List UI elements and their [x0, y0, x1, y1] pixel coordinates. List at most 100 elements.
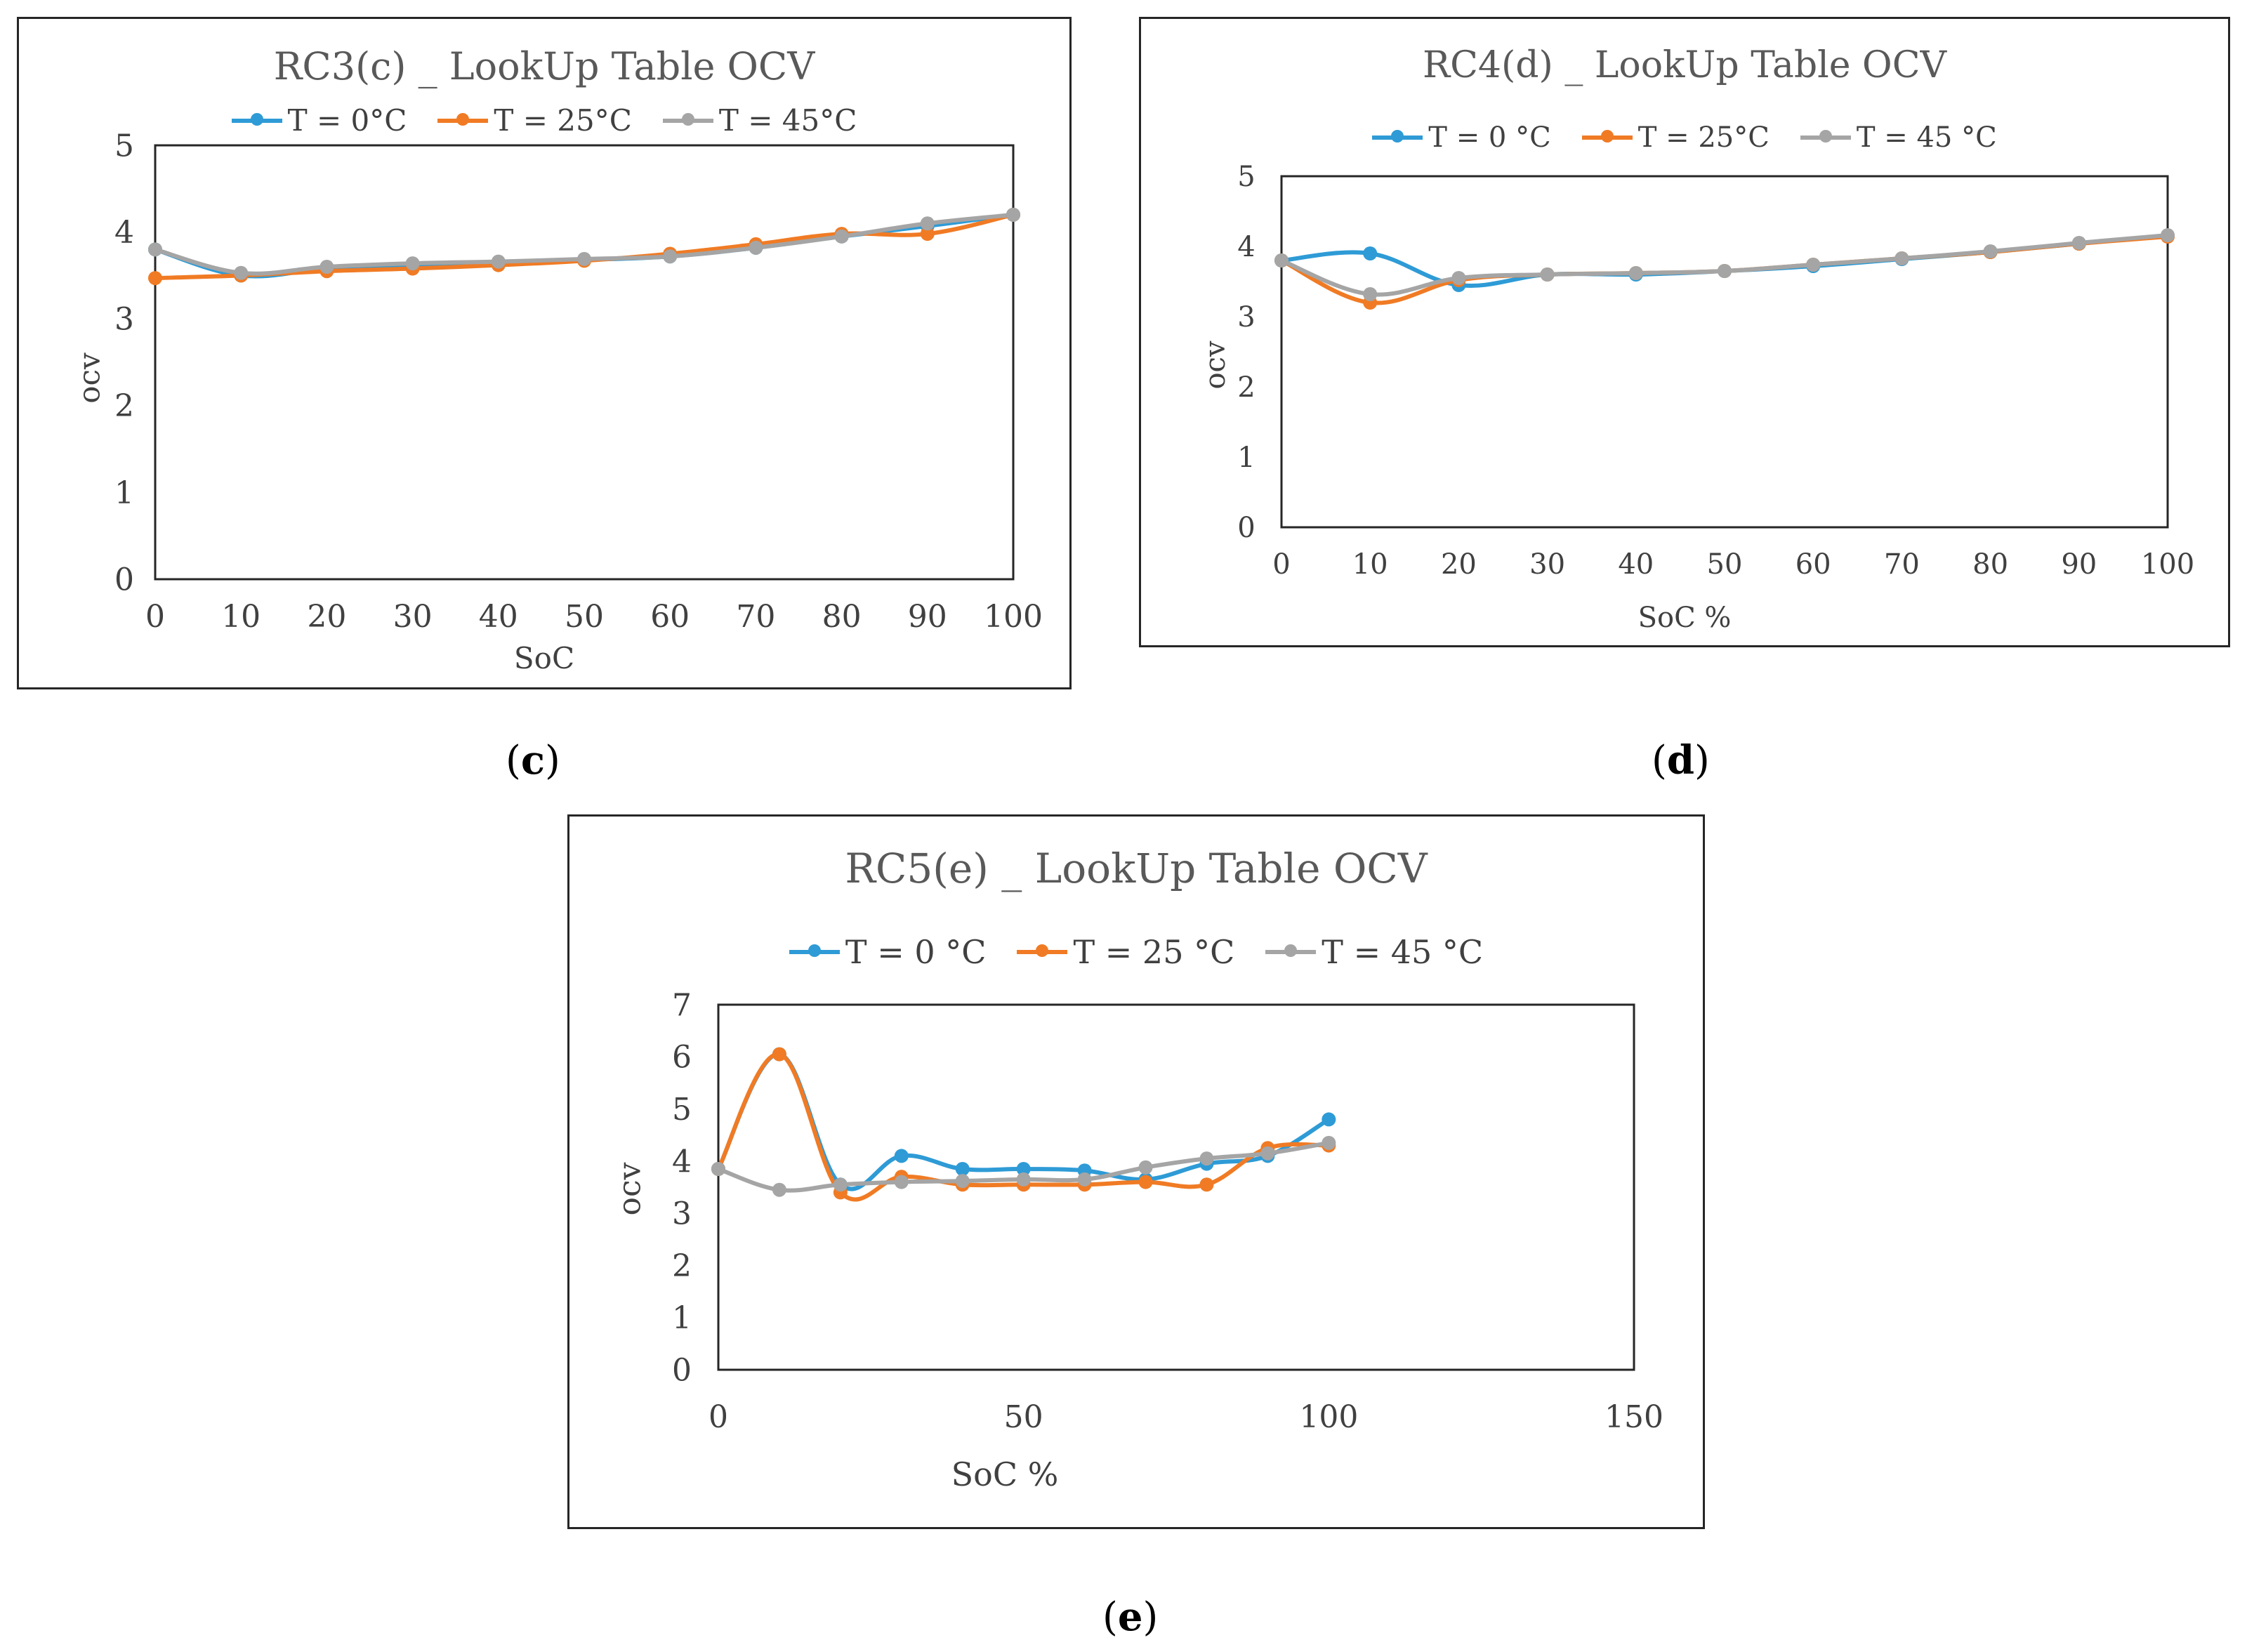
- series-line-e-1: [716, 1052, 1329, 1202]
- x-tick-label-d-0: 0: [1272, 548, 1290, 581]
- x-tick-label-c-1: 10: [221, 599, 261, 635]
- legend-item-c-2: T = 45°C: [662, 103, 857, 138]
- caption-d: (d): [1652, 737, 1710, 784]
- data-point-c-1-0: [148, 271, 162, 286]
- data-point-d-2-10: [2161, 228, 2175, 242]
- data-point-e-0-5: [1016, 1162, 1031, 1176]
- x-tick-label-c-5: 50: [565, 599, 604, 635]
- x-tick-label-c-3: 30: [393, 599, 433, 635]
- chart-panel-c: RC3(c) _ LookUp Table OCV T = 0°C T = 25…: [17, 17, 1072, 689]
- chart-panel-e: RC5(e) _ LookUp Table OCV T = 0 °C T = 2…: [567, 814, 1705, 1529]
- data-point-c-2-2: [319, 260, 334, 275]
- plot-frame-e: [717, 1003, 1635, 1371]
- y-axis-title-c: ocv: [72, 352, 107, 404]
- plot-frame-d: [1280, 175, 2169, 529]
- plot-area-e: 0 1 2 3 4 5 6 7 0 50 100 150: [672, 987, 1663, 1435]
- x-tick-label-c-7: 70: [736, 599, 775, 635]
- y-tick-label-d-1: 1: [1237, 442, 1255, 474]
- x-tick-label-c-0: 0: [145, 599, 165, 635]
- legend-swatch-c-0: [231, 112, 282, 126]
- y-tick-label-c-0: 0: [114, 562, 134, 597]
- data-point-d-2-1: [1363, 287, 1378, 301]
- x-tick-label-d-6: 60: [1795, 548, 1831, 581]
- x-tick-label-d-1: 10: [1352, 548, 1388, 581]
- data-point-c-2-7: [749, 240, 763, 255]
- legend-item-e-2: T = 45 °C: [1265, 933, 1483, 971]
- legend-swatch-d-1: [1581, 130, 1633, 143]
- x-tick-label-c-4: 40: [479, 599, 518, 635]
- legend-swatch-c-2: [662, 112, 713, 126]
- legend-item-c-0: T = 0°C: [231, 103, 407, 138]
- legend-item-d-1: T = 25°C: [1581, 121, 1770, 154]
- caption-e: (e): [1102, 1594, 1159, 1640]
- data-point-c-2-4: [491, 254, 506, 269]
- x-tick-label-d-10: 100: [2141, 548, 2194, 581]
- chart-panel-d: RC4(d) _ LookUp Table OCV T = 0 °C T = 2…: [1139, 17, 2230, 647]
- x-tick-label-d-7: 70: [1884, 548, 1920, 581]
- legend-label-c-2: T = 45°C: [718, 103, 857, 138]
- data-point-d-2-8: [1983, 244, 1998, 258]
- y-tick-label-e-5: 5: [672, 1092, 692, 1128]
- x-tick-label-d-3: 30: [1529, 548, 1565, 581]
- data-point-e-2-4: [955, 1174, 970, 1189]
- data-point-e-2-2: [833, 1177, 848, 1192]
- data-point-e-1-7: [1138, 1175, 1153, 1189]
- legend-c: T = 0°C T = 25°C T = 45°C: [19, 103, 1069, 138]
- data-point-e-2-6: [1077, 1172, 1092, 1187]
- plot-frame-c: [154, 144, 1015, 581]
- caption-letter-d: d: [1666, 737, 1695, 784]
- data-point-d-0-1: [1363, 246, 1378, 260]
- y-tick-label-c-2: 2: [114, 388, 134, 424]
- data-point-d-2-7: [1895, 251, 1909, 265]
- legend-item-c-1: T = 25°C: [437, 103, 632, 138]
- chart-title-e: RC5(e) _ LookUp Table OCV: [845, 845, 1428, 892]
- x-tick-label-c-2: 20: [307, 599, 346, 635]
- x-tick-label-e-0: 0: [709, 1399, 728, 1435]
- data-point-d-2-2: [1451, 271, 1466, 285]
- x-tick-label-c-10: 100: [984, 599, 1043, 635]
- y-tick-label-e-7: 7: [672, 987, 692, 1023]
- legend-swatch-e-1: [1017, 944, 1068, 957]
- data-point-e-2-0: [711, 1162, 725, 1176]
- y-tick-label-d-3: 3: [1237, 301, 1255, 333]
- legend-item-d-0: T = 0 °C: [1372, 121, 1551, 154]
- y-tick-label-c-1: 1: [114, 475, 134, 511]
- x-axis-title-d: SoC %: [1638, 602, 1732, 634]
- data-point-e-0-10: [1322, 1112, 1336, 1127]
- legend-label-e-1: T = 25 °C: [1073, 933, 1235, 971]
- legend-label-e-0: T = 0 °C: [845, 933, 987, 971]
- data-point-d-2-9: [2071, 236, 2086, 250]
- data-point-e-1-1: [772, 1047, 786, 1062]
- legend-swatch-c-1: [437, 112, 489, 126]
- y-tick-label-c-4: 4: [114, 215, 134, 251]
- y-tick-label-d-5: 5: [1237, 161, 1255, 193]
- caption-letter-c: c: [520, 737, 545, 784]
- y-tick-label-e-4: 4: [672, 1144, 692, 1179]
- data-point-c-2-0: [148, 242, 162, 257]
- data-point-e-2-10: [1322, 1135, 1336, 1150]
- caption-letter-e: e: [1117, 1594, 1143, 1640]
- data-point-c-2-3: [405, 256, 420, 271]
- y-tick-label-e-6: 6: [672, 1040, 692, 1076]
- legend-label-d-2: T = 45 °C: [1856, 121, 1997, 154]
- y-tick-label-e-0: 0: [672, 1352, 692, 1388]
- x-tick-label-d-4: 40: [1618, 548, 1654, 581]
- data-point-c-2-9: [920, 216, 935, 231]
- y-tick-label-e-1: 1: [672, 1300, 692, 1336]
- y-tick-label-e-3: 3: [672, 1196, 692, 1232]
- legend-swatch-e-2: [1265, 944, 1317, 957]
- data-point-e-2-5: [1016, 1172, 1031, 1187]
- data-point-d-2-0: [1274, 253, 1289, 267]
- x-axis-title-e: SoC %: [951, 1455, 1059, 1493]
- data-point-d-2-3: [1540, 267, 1555, 282]
- data-point-e-2-7: [1138, 1160, 1153, 1175]
- data-point-c-2-10: [1006, 207, 1020, 222]
- data-point-d-2-6: [1806, 258, 1821, 272]
- x-tick-label-d-8: 80: [1972, 548, 2008, 581]
- data-point-e-1-8: [1199, 1177, 1214, 1192]
- y-axis-title-e: ocv: [612, 1162, 648, 1216]
- x-axis-title-c: SoC: [513, 641, 575, 675]
- x-tick-label-d-2: 20: [1441, 548, 1477, 581]
- data-point-e-2-9: [1260, 1146, 1275, 1161]
- legend-label-d-0: T = 0 °C: [1428, 121, 1551, 154]
